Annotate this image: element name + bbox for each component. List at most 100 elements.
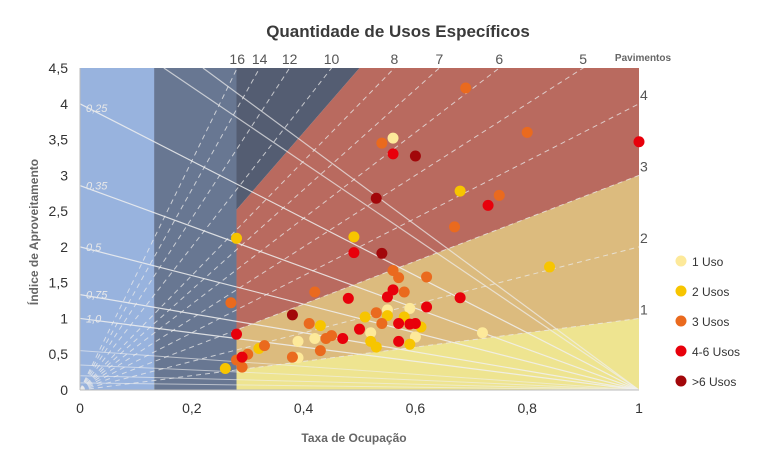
coeff-line-0 <box>80 103 639 390</box>
point-2-19 <box>521 126 533 138</box>
point-1-0 <box>231 232 243 244</box>
pavimento-top-label: 8 <box>391 51 399 67</box>
pavimento-right-label: 4 <box>640 87 648 103</box>
chart-title: Quantidade de Usos Específicos <box>266 22 530 41</box>
floor-line-8 <box>80 68 396 390</box>
coefficient-labels: 0,25 0,35 0,5 0,75 1,0 <box>86 103 108 326</box>
point-2-8 <box>309 286 321 298</box>
legend-marker-0 <box>675 255 687 267</box>
low-line-2 <box>80 375 639 390</box>
y-tick-label: 4,5 <box>49 60 69 76</box>
point-2-21 <box>376 317 388 329</box>
point-2-15 <box>398 286 410 298</box>
pavimento-right-label: 3 <box>640 158 648 174</box>
point-1-7 <box>381 310 393 322</box>
y-tick-label: 0 <box>60 382 68 398</box>
point-3-10 <box>482 199 494 211</box>
coeff-line-2 <box>80 246 639 390</box>
point-1-3 <box>314 320 326 332</box>
point-2-0 <box>460 82 472 94</box>
extra-line-1 <box>202 68 639 390</box>
point-3-3 <box>354 323 365 335</box>
point-2-12 <box>370 307 382 319</box>
low-line-0 <box>80 350 639 390</box>
y-tick-label: 1,5 <box>49 275 69 291</box>
x-tick-label: 0,4 <box>294 400 314 416</box>
point-2-20 <box>236 361 248 373</box>
point-2-16 <box>421 271 433 283</box>
legend-label-2: 3 Usos <box>692 315 729 329</box>
point-3-5 <box>387 284 399 296</box>
point-1-4 <box>348 231 360 243</box>
point-3-0 <box>387 148 399 160</box>
x-tick-label: 0,2 <box>182 400 202 416</box>
pavimento-top-label: 5 <box>579 51 587 67</box>
legend-marker-2 <box>675 315 687 327</box>
y-tick-label: 3,5 <box>49 132 69 148</box>
point-3-15 <box>404 318 416 330</box>
y-tick-label: 3 <box>60 167 68 183</box>
point-4-2 <box>376 247 388 259</box>
point-2-6 <box>286 351 298 363</box>
low-line-1 <box>80 364 639 390</box>
x-axis-title: Taxa de Ocupação <box>301 431 406 445</box>
zone-1 <box>154 68 237 390</box>
pavimento-top-label: 16 <box>229 51 245 67</box>
legend-label-3: 4-6 Usos <box>692 345 740 359</box>
coeff-line-3 <box>80 294 639 390</box>
point-2-17 <box>449 221 461 233</box>
legend-marker-3 <box>675 345 687 357</box>
point-1-10 <box>454 185 466 197</box>
x-tick-label: 1 <box>635 400 643 416</box>
point-2-2 <box>225 297 237 309</box>
point-3-13 <box>236 351 248 363</box>
pavimento-top-label: 6 <box>495 51 503 67</box>
legend-label-4: >6 Usos <box>692 375 736 389</box>
point-3-12 <box>231 328 243 340</box>
extra-line-0 <box>163 68 639 390</box>
legend-marker-4 <box>675 375 687 387</box>
point-1-1 <box>219 363 231 375</box>
coeff-line-4 <box>80 317 639 390</box>
point-2-9 <box>314 345 326 357</box>
point-2-1 <box>376 137 388 149</box>
point-3-6 <box>393 317 405 329</box>
y-axis-title: Índice de Aproveitamento <box>26 159 41 305</box>
floor-line-4 <box>80 103 639 390</box>
pavimento-right-label: 1 <box>640 301 648 317</box>
pavimento-top-label: 7 <box>435 51 443 67</box>
coeff-label-3: 0,75 <box>86 290 108 302</box>
y-tick-label: 2,5 <box>49 203 69 219</box>
point-1-5 <box>359 311 371 323</box>
point-2-14 <box>393 272 405 284</box>
legend: 1 Uso 2 Usos 3 Usos 4-6 Usos >6 Usos <box>675 255 740 389</box>
point-1-11 <box>544 261 556 273</box>
point-0-0 <box>387 132 399 144</box>
legend-marker-1 <box>675 285 687 297</box>
x-tick-label: 0,8 <box>517 400 537 416</box>
floor-line-14 <box>80 68 261 390</box>
point-0-5 <box>404 302 416 314</box>
point-3-2 <box>342 292 354 304</box>
floor-line-6 <box>80 68 501 390</box>
pavimentos-title: Pavimentos <box>615 53 672 64</box>
axes: 0 0,2 0,4 0,6 0,8 1 0 0,5 1 1,5 2 2,5 3 3,5 4 4,5 <box>49 60 644 416</box>
point-2-5 <box>258 340 270 352</box>
point-1-13 <box>404 338 416 350</box>
point-4-1 <box>370 192 382 204</box>
point-1-12 <box>370 341 382 353</box>
point-3-14 <box>337 332 349 344</box>
legend-label-1: 2 Usos <box>692 285 729 299</box>
point-3-1 <box>348 247 360 259</box>
coeff-label-1: 0,35 <box>86 181 108 193</box>
point-0-8 <box>476 327 488 339</box>
point-0-3 <box>365 327 377 339</box>
coeff-label-2: 0,5 <box>86 242 102 254</box>
y-tick-label: 4 <box>60 96 68 112</box>
pavimento-top-label: 14 <box>252 51 268 67</box>
point-3-11 <box>633 136 645 148</box>
point-3-16 <box>393 335 405 347</box>
y-tick-label: 1 <box>60 310 68 326</box>
point-4-0 <box>409 150 421 162</box>
